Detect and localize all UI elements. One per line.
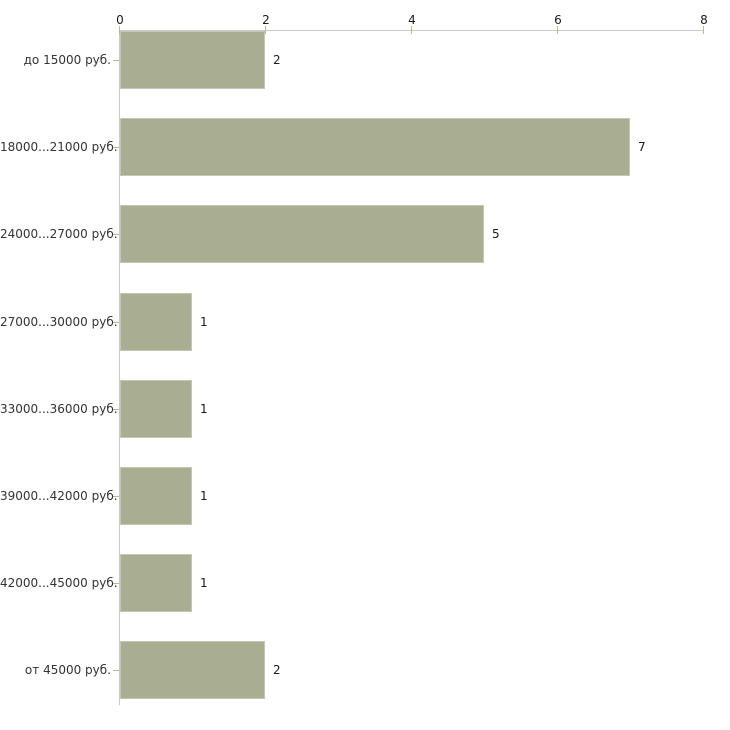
value-label: 5 [492, 227, 500, 241]
value-label: 1 [200, 315, 208, 329]
bar [120, 293, 192, 351]
category-tick-mark [113, 409, 119, 410]
category-tick-mark [113, 583, 119, 584]
value-label: 1 [200, 489, 208, 503]
category-label: от 45000 руб. [24, 663, 111, 677]
x-tick-mark [703, 26, 704, 34]
x-tick-label: 6 [554, 13, 562, 27]
category-tick-mark [113, 234, 119, 235]
x-tick-mark [265, 26, 266, 34]
category-label: 39000...42000 руб. [0, 489, 118, 503]
value-label: 7 [638, 140, 646, 154]
x-tick-mark [557, 26, 558, 34]
category-label: до 15000 руб. [23, 53, 111, 67]
category-tick-mark [113, 496, 119, 497]
bar [120, 554, 192, 612]
category-tick-mark [113, 670, 119, 671]
x-tick-label: 8 [700, 13, 708, 27]
x-tick-label: 4 [408, 13, 416, 27]
bar [120, 205, 484, 263]
bar [120, 31, 265, 89]
y-axis-line [119, 30, 120, 705]
bar [120, 118, 630, 176]
category-label: 33000...36000 руб. [0, 402, 118, 416]
category-label: 18000...21000 руб. [0, 140, 118, 154]
bar [120, 467, 192, 525]
value-label: 1 [200, 402, 208, 416]
x-tick-label: 2 [262, 13, 270, 27]
category-label: 24000...27000 руб. [0, 227, 118, 241]
bar [120, 641, 265, 699]
category-label: 42000...45000 руб. [0, 576, 118, 590]
value-label: 2 [273, 663, 281, 677]
x-tick-label: 0 [116, 13, 124, 27]
x-tick-mark [119, 26, 120, 34]
value-label: 1 [200, 576, 208, 590]
x-tick-mark [411, 26, 412, 34]
category-label: 27000...30000 руб. [0, 315, 118, 329]
bar [120, 380, 192, 438]
category-tick-mark [113, 322, 119, 323]
category-tick-mark [113, 147, 119, 148]
category-tick-mark [113, 60, 119, 61]
value-label: 2 [273, 53, 281, 67]
